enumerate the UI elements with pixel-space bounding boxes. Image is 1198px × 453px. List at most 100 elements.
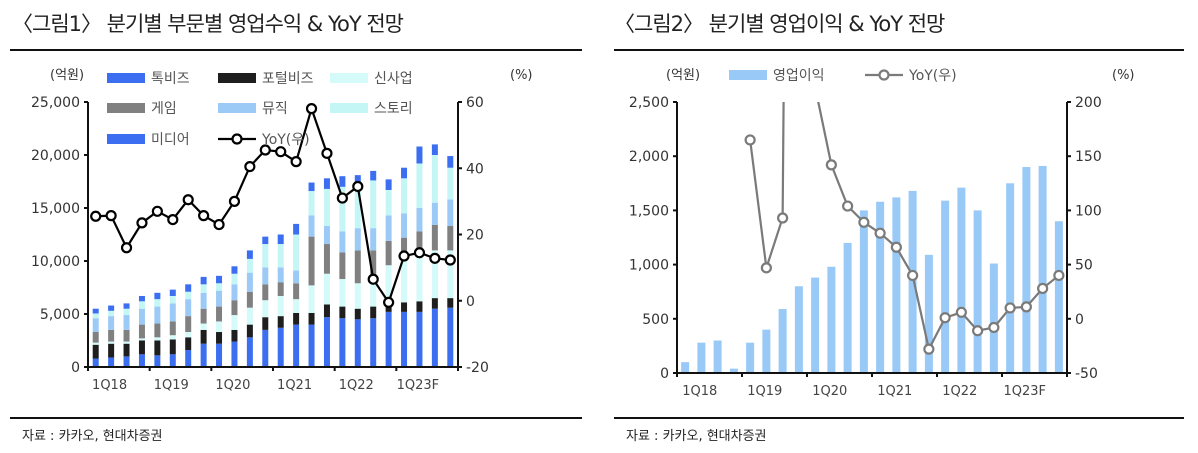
legend-swatch-포털비즈	[218, 73, 256, 83]
point-YoY(우)-1Q23F	[1004, 302, 1016, 314]
bar-신사업-3Q18	[123, 341, 130, 344]
bar-미디어-1Q22	[339, 176, 346, 187]
x-tick-label: 1Q19	[154, 378, 189, 393]
point-YoY(우)-2Q20	[228, 195, 241, 207]
point-YoY(우)-2Q23F	[1020, 301, 1032, 313]
bar-신사업-2Q18	[108, 341, 115, 344]
bar-스토리-2Q21	[293, 234, 300, 271]
x-tick-label: 1Q18	[682, 384, 717, 399]
point-YoY(우)-4Q23F	[1053, 269, 1065, 282]
legend-swatch-톡비즈	[107, 73, 145, 83]
chart1-title: 〈그림1〉 분기별 부문별 영업수익 & YoY 전망	[12, 12, 404, 36]
bar-톡비즈-4Q21	[323, 317, 330, 367]
bar-신사업-2Q20	[231, 315, 238, 330]
bar-스토리-4Q21	[323, 188, 330, 227]
right-tick-label: 100	[1075, 203, 1102, 219]
legend-swatch-신사업	[330, 73, 368, 83]
legend-swatch-게임	[107, 103, 145, 113]
point-YoY(우)-3Q23F	[1037, 282, 1049, 295]
right-tick-label: 40	[466, 161, 484, 177]
bar-미디어-4Q23F	[447, 156, 454, 168]
left-tick-label: 2,500	[629, 95, 669, 111]
bar-영업이익-4Q20	[859, 210, 868, 373]
bar-미디어-4Q18	[138, 295, 145, 302]
bar-영업이익-3Q23F	[1038, 165, 1047, 373]
right-tick-label: 0	[466, 294, 475, 310]
point-YoY(우)-1Q22	[939, 312, 951, 324]
bar-뮤직-2Q22	[354, 228, 361, 251]
bar-스토리-3Q21	[308, 191, 315, 216]
point-YoY(우)-2Q18	[105, 210, 117, 222]
bar-신사업-4Q19	[200, 323, 207, 330]
bar-영업이익-2Q23F	[1022, 167, 1031, 373]
bar-톡비즈-1Q20	[216, 343, 223, 367]
bar-포털비즈-1Q21	[277, 316, 284, 328]
point-YoY(우)-4Q21	[321, 147, 333, 159]
bar-영업이익-3Q19	[778, 309, 787, 373]
bar-신사업-1Q20	[216, 321, 223, 333]
bar-뮤직-3Q18	[123, 315, 130, 330]
left-tick-label: 0	[71, 360, 80, 376]
chart1-source: 자료 : 카카오, 현대차증권	[22, 429, 163, 444]
bar-포털비즈-2Q23F	[416, 301, 423, 312]
point-YoY(우)-4Q23F	[444, 254, 456, 266]
legend-swatch-미디어	[107, 134, 145, 144]
bar-영업이익-2Q21	[892, 197, 901, 373]
x-tick-label: 1Q19	[747, 384, 782, 399]
bar-뮤직-3Q19	[185, 299, 192, 317]
bar-영업이익-3Q22	[973, 210, 982, 373]
bar-게임-3Q18	[123, 329, 130, 342]
bar-미디어-3Q23F	[431, 144, 438, 155]
bar-영업이익-2Q20	[827, 266, 836, 373]
point-YoY(우)-3Q21	[907, 269, 919, 282]
right-tick-label: 50	[1075, 258, 1093, 274]
point-YoY(우)-2Q22	[352, 180, 364, 193]
bar-신사업-2Q19	[169, 335, 176, 340]
bar-미디어-3Q20	[246, 250, 253, 259]
bar-스토리-1Q20	[216, 283, 223, 291]
bar-뮤직-2Q20	[231, 284, 238, 301]
point-YoY(우)-1Q20	[213, 218, 225, 231]
bar-미디어-4Q19	[200, 276, 207, 285]
x-tick-label: 1Q22	[942, 384, 977, 399]
bar-뮤직-2Q23F	[416, 208, 423, 232]
left-tick-label: 1,000	[629, 258, 669, 274]
bar-포털비즈-3Q20	[246, 324, 253, 338]
bar-스토리-2Q19	[169, 295, 176, 304]
bar-영업이익-1Q21	[876, 201, 885, 373]
point-YoY(우)-3Q23F	[429, 252, 441, 264]
bar-게임-3Q21	[308, 236, 315, 286]
left-tick-label: 2,000	[629, 149, 669, 165]
bar-뮤직-1Q20	[216, 290, 223, 307]
point-YoY(우)-3Q22	[367, 273, 379, 285]
bar-미디어-1Q19	[154, 292, 161, 300]
legend-label-YoY(우): YoY(우)	[261, 132, 310, 148]
bar-스토리-3Q23F	[431, 155, 438, 203]
point-YoY(우)-1Q21	[874, 227, 886, 239]
bar-게임-1Q23F	[401, 237, 408, 260]
point-YoY(우)-4Q22	[988, 321, 1000, 334]
bar-포털비즈-1Q23F	[401, 302, 408, 312]
bar-신사업-4Q22	[385, 265, 392, 303]
bar-뮤직-4Q19	[200, 292, 207, 309]
right-tick-label: -50	[1075, 366, 1098, 382]
bar-뮤직-3Q23F	[431, 202, 438, 225]
bar-톡비즈-3Q23F	[431, 308, 438, 367]
bar-게임-4Q18	[138, 324, 145, 339]
legend-label-톡비즈: 톡비즈	[151, 71, 190, 87]
bar-톡비즈-2Q18	[108, 357, 115, 367]
bar-스토리-1Q18	[92, 313, 99, 319]
bar-스토리-3Q22	[370, 180, 377, 229]
left-tick-label: 0	[660, 366, 669, 382]
left-tick-label: 1,500	[629, 203, 669, 219]
bar-뮤직-3Q22	[370, 228, 377, 251]
bar-톡비즈-1Q21	[277, 327, 284, 367]
right-tick-label: 60	[466, 95, 484, 111]
bar-게임-4Q21	[323, 244, 330, 274]
bar-톡비즈-2Q20	[231, 341, 238, 367]
x-tick-label: 1Q20	[215, 378, 250, 393]
bar-포털비즈-2Q19	[169, 339, 176, 355]
point-YoY(우)-2Q20	[825, 159, 837, 171]
bar-톡비즈-4Q19	[200, 343, 207, 367]
point-YoY(우)-2Q19	[760, 262, 772, 274]
